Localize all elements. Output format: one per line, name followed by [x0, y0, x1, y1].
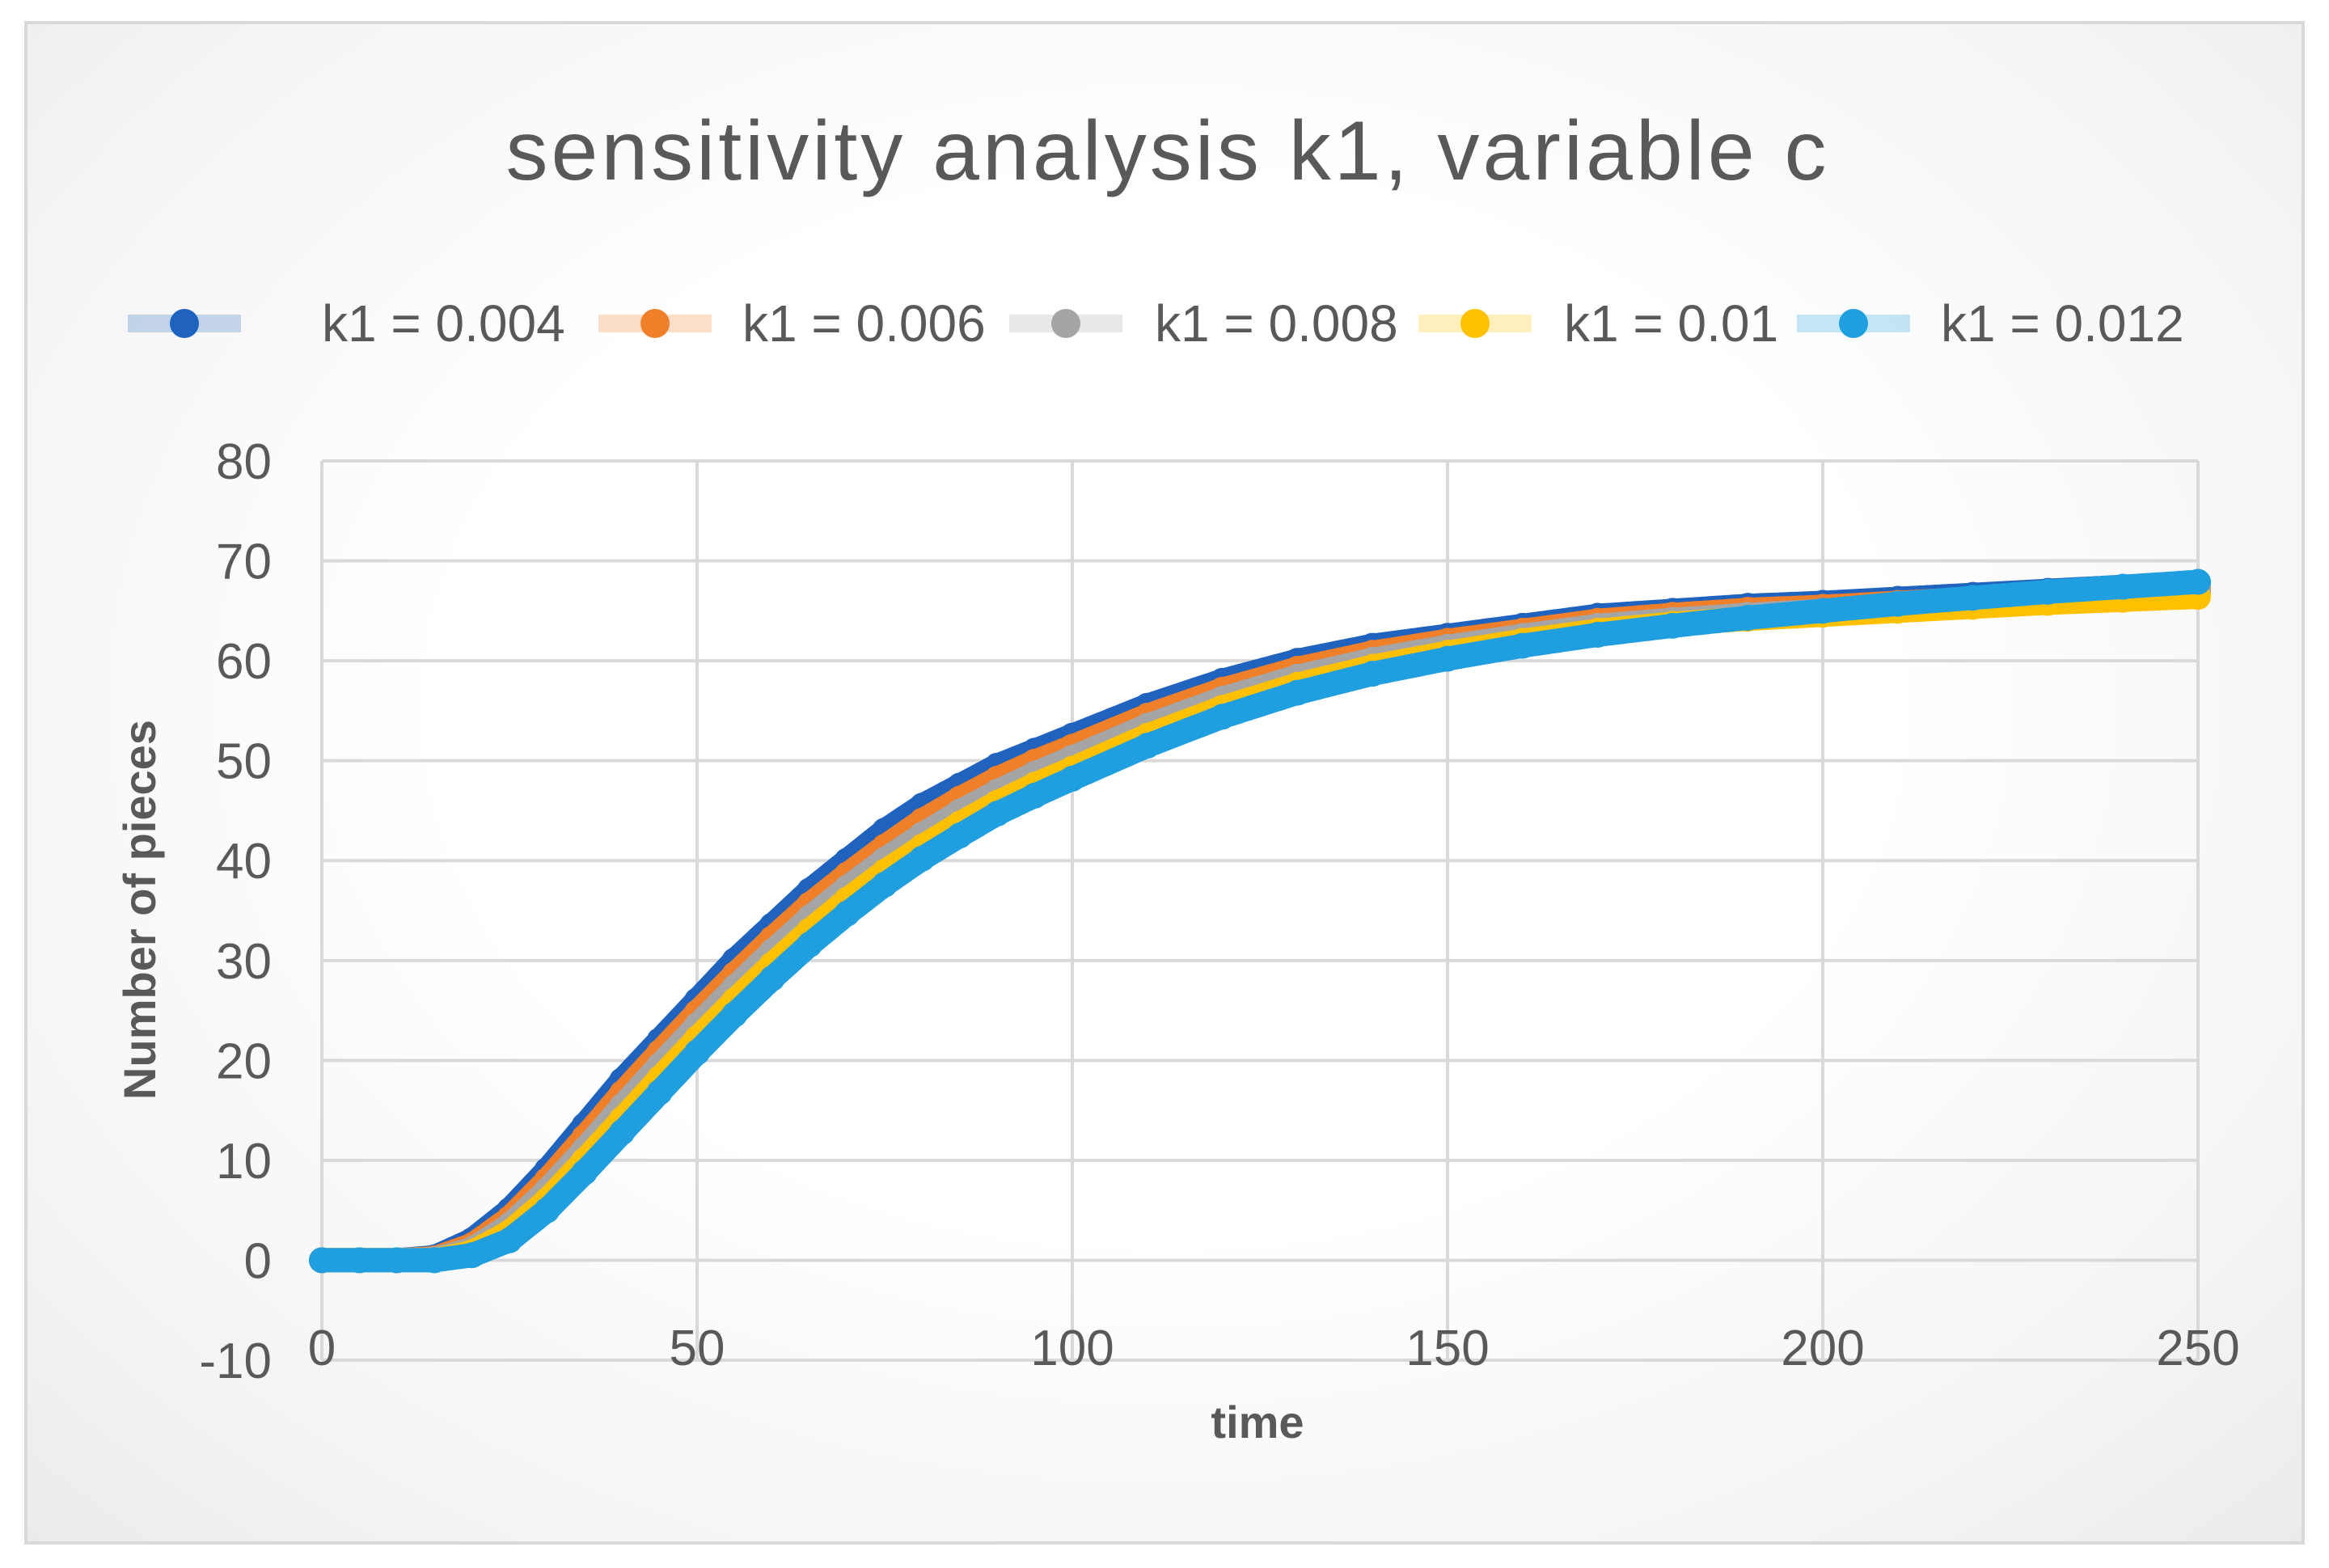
data-point [1584, 621, 1611, 648]
data-point [872, 871, 898, 898]
x-tick-label: 150 [1405, 1321, 1489, 1376]
data-point [1359, 661, 1386, 687]
legend-item: k1 = 0.012 [1797, 294, 2184, 353]
y-axis-title: Number of pieces [114, 720, 165, 1100]
data-point [1735, 604, 1761, 631]
data-point [1959, 585, 1986, 611]
legend-label: k1 = 0.006 [742, 294, 986, 353]
legend-label: k1 = 0.012 [1941, 294, 2184, 353]
y-tick-label: 50 [216, 734, 272, 790]
data-point [721, 1001, 748, 1028]
x-tick-label: 250 [2156, 1321, 2239, 1376]
data-point [2110, 573, 2137, 600]
data-point [2185, 568, 2211, 595]
chart-frame [24, 21, 2305, 1545]
data-point [346, 1247, 373, 1274]
data-point [1435, 645, 1460, 672]
data-point [609, 1119, 636, 1146]
legend-item: k1 = 0.01 [1418, 294, 1778, 353]
data-point [1021, 782, 1048, 809]
y-tick-label: 0 [244, 1233, 272, 1289]
y-tick-label: 30 [216, 934, 272, 990]
data-point [459, 1242, 485, 1269]
data-point [759, 966, 785, 992]
x-tick-label: 0 [308, 1321, 336, 1376]
legend-marker [1839, 309, 1868, 338]
legend-label: k1 = 0.008 [1155, 294, 1398, 353]
y-tick-label: 70 [216, 535, 272, 590]
data-point [1810, 598, 1836, 624]
data-point [2035, 578, 2061, 605]
x-tick-label: 100 [1030, 1321, 1114, 1376]
y-tick-label: 20 [216, 1033, 272, 1089]
data-point [834, 900, 860, 927]
data-point [684, 1039, 710, 1066]
legend: k1 = 0.004 k1 = 0.006 k1 = 0.008 k1 = 0.01 k… [128, 294, 2184, 353]
data-point [1884, 590, 1911, 617]
data-point [1059, 765, 1085, 792]
data-point [1659, 612, 1686, 639]
data-point [1209, 704, 1236, 730]
y-tick-label: 40 [216, 834, 272, 890]
data-point [383, 1247, 410, 1274]
data-point [571, 1159, 598, 1186]
series-5 [309, 568, 2211, 1274]
legend-item: k1 = 0.006 [598, 294, 986, 353]
data-point [909, 845, 936, 872]
x-axis-ticks: 0 50 100 150 200 250 [308, 1321, 2240, 1376]
series-layer [309, 568, 2211, 1274]
y-tick-label: 10 [216, 1134, 272, 1190]
data-point [646, 1079, 673, 1105]
data-point [497, 1227, 522, 1253]
x-tick-label: 200 [1781, 1321, 1864, 1376]
data-point [309, 1247, 335, 1274]
data-point [1509, 632, 1536, 659]
data-point [1284, 679, 1311, 706]
data-point [421, 1247, 448, 1274]
legend-item: k1 = 0.008 [1009, 294, 1398, 353]
legend-label: k1 = 0.01 [1564, 294, 1778, 353]
data-point [797, 932, 823, 958]
data-point [1134, 733, 1160, 759]
data-point [534, 1197, 560, 1224]
legend-marker [1460, 309, 1490, 338]
x-tick-label: 50 [670, 1321, 725, 1376]
legend-marker [640, 309, 670, 338]
data-point [946, 822, 973, 849]
y-tick-label: 60 [216, 634, 272, 690]
y-tick-label: 80 [216, 434, 272, 490]
legend-marker [170, 309, 199, 338]
y-tick-label: -10 [199, 1333, 272, 1389]
data-point [984, 801, 1011, 827]
legend-label: k1 = 0.004 [322, 294, 565, 353]
x-axis-title: time [1211, 1397, 1304, 1448]
chart-title: sensitivity analysis k1, variable c [505, 104, 1829, 198]
legend-marker [1051, 309, 1080, 338]
y-axis-ticks: -10 0 10 20 30 40 50 60 70 80 [199, 434, 272, 1389]
legend-item: k1 = 0.004 [128, 294, 565, 353]
